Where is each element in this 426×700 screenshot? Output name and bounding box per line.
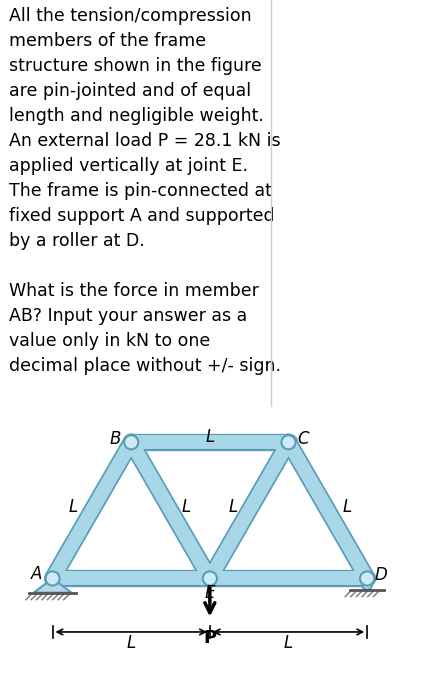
Circle shape	[124, 435, 138, 449]
Circle shape	[360, 571, 374, 586]
Text: L: L	[229, 498, 238, 516]
Text: All the tension/compression
members of the frame
structure shown in the figure
a: All the tension/compression members of t…	[9, 7, 280, 375]
Text: L: L	[342, 498, 351, 516]
Text: E: E	[204, 584, 215, 601]
Text: D: D	[375, 566, 388, 584]
Text: L: L	[205, 428, 214, 446]
Text: L: L	[127, 634, 136, 652]
Text: L: L	[181, 498, 191, 516]
Polygon shape	[34, 578, 72, 593]
Circle shape	[282, 435, 296, 449]
Text: P: P	[203, 629, 216, 647]
Text: B: B	[110, 430, 121, 448]
Circle shape	[46, 571, 60, 586]
Text: C: C	[297, 430, 308, 448]
Text: L: L	[69, 498, 78, 516]
Text: L: L	[284, 634, 293, 652]
Text: A: A	[31, 565, 43, 583]
Circle shape	[203, 571, 217, 586]
Circle shape	[363, 580, 372, 590]
